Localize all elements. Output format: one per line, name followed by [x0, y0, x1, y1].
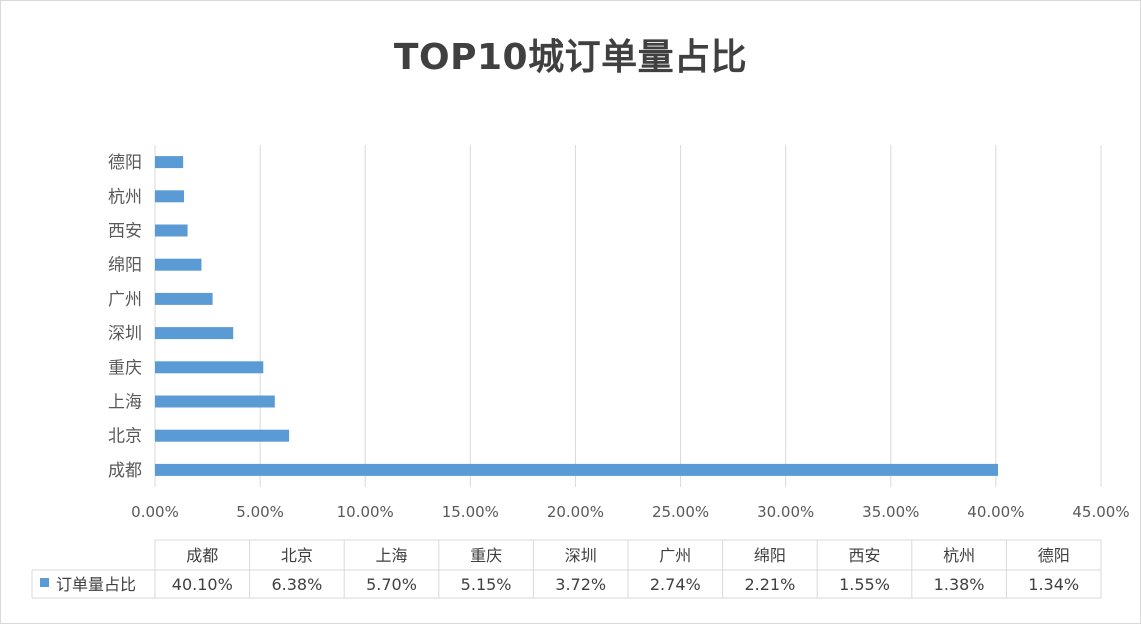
y-category-label: 绵阳: [108, 256, 142, 276]
bar-上海: [155, 395, 275, 408]
y-category-label: 重庆: [108, 358, 142, 378]
bar-深圳: [155, 327, 234, 340]
y-category-label: 德阳: [108, 153, 142, 173]
x-tick-label: 30.00%: [757, 503, 814, 521]
table-value-cell: 5.70%: [366, 575, 417, 594]
bar-北京: [155, 429, 290, 442]
y-category-label: 北京: [108, 427, 142, 447]
bar-西安: [155, 224, 188, 237]
table-header-cell: 绵阳: [754, 546, 786, 565]
x-tick-label: 15.00%: [442, 503, 499, 521]
x-tick-label: 0.00%: [131, 503, 179, 521]
table-value-cell: 1.38%: [934, 575, 985, 594]
x-tick-label: 35.00%: [862, 503, 919, 521]
chart-title: TOP10城订单量占比: [393, 37, 748, 78]
x-tick-label: 5.00%: [236, 503, 284, 521]
y-category-label: 杭州: [108, 187, 142, 207]
bar-杭州: [155, 190, 185, 203]
table-header-cell: 德阳: [1038, 546, 1070, 565]
y-category-label: 西安: [108, 222, 142, 242]
table-header-cell: 杭州: [943, 546, 975, 565]
table-value-cell: 6.38%: [271, 575, 322, 594]
bar-重庆: [155, 361, 264, 374]
table-value-cell: 2.74%: [650, 575, 701, 594]
table-value-cell: 5.15%: [461, 575, 512, 594]
bar-成都: [155, 463, 998, 476]
bar-广州: [155, 292, 213, 305]
bar-绵阳: [155, 258, 202, 271]
bar-德阳: [155, 156, 184, 169]
legend-swatch: [40, 578, 49, 587]
table-value-cell: 2.21%: [744, 575, 795, 594]
x-tick-label: 20.00%: [547, 503, 604, 521]
x-tick-label: 40.00%: [967, 503, 1024, 521]
table-header-cell: 成都: [186, 546, 218, 565]
y-category-label: 广州: [108, 290, 142, 310]
table-header-cell: 广州: [659, 546, 691, 565]
x-tick-label: 10.00%: [337, 503, 394, 521]
table-value-cell: 3.72%: [555, 575, 606, 594]
x-tick-label: 25.00%: [652, 503, 709, 521]
table-value-cell: 1.34%: [1028, 575, 1079, 594]
table-header-cell: 重庆: [470, 546, 502, 565]
table-header-cell: 深圳: [565, 546, 597, 565]
y-category-label: 深圳: [108, 324, 142, 344]
table-value-cell: 40.10%: [172, 575, 233, 594]
y-category-label: 成都: [108, 461, 142, 481]
y-category-label: 上海: [108, 393, 142, 413]
table-header-cell: 北京: [281, 546, 313, 565]
x-tick-label: 45.00%: [1072, 503, 1129, 521]
legend-series-label: 订单量占比: [56, 575, 136, 594]
table-header-cell: 西安: [848, 546, 880, 565]
table-header-cell: 上海: [375, 546, 407, 565]
table-value-cell: 1.55%: [839, 575, 890, 594]
